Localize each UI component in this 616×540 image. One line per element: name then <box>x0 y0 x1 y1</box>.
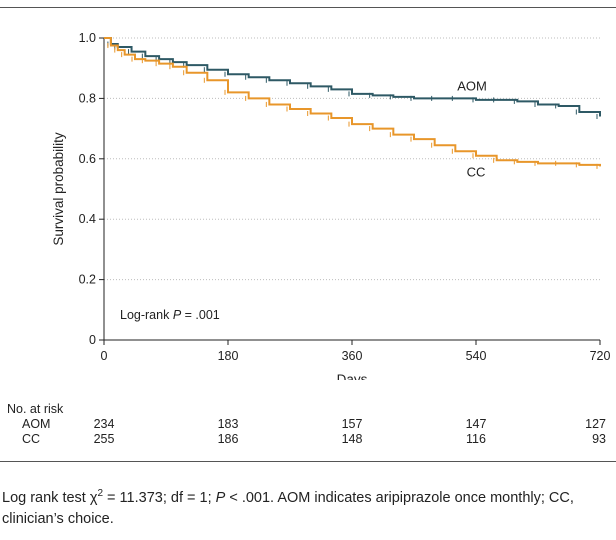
y-tick-label-0: 0 <box>89 333 96 347</box>
annotation-stat: P <box>173 308 182 322</box>
risk-value-aom-4: 127 <box>585 417 606 431</box>
caption-p: P <box>215 489 226 506</box>
y-axis-label: Survival probability <box>51 132 66 246</box>
risk-value-aom-2: 157 <box>341 417 363 431</box>
caption-part2: = 11.373; df = 1; <box>103 489 216 506</box>
caption-superscript: 2 <box>97 488 104 499</box>
x-tick-label-1: 180 <box>218 349 239 363</box>
caption-part1: Log rank test χ <box>2 489 98 506</box>
logrank-annotation: Log-rank P = .001 <box>120 308 220 322</box>
y-tick-label-2: 0.4 <box>79 212 96 226</box>
x-tick-label-4: 720 <box>590 349 611 363</box>
risk-value-cc-0: 255 <box>93 432 115 446</box>
x-tick-label-2: 360 <box>342 349 363 363</box>
risk-row-label-aom: AOM <box>22 417 51 431</box>
risk-value-cc-3: 116 <box>466 432 486 446</box>
risk-value-cc-2: 148 <box>341 432 363 446</box>
x-tick-label-0: 0 <box>101 349 108 363</box>
caption-part3: < .001. AOM indicates aripiprazole once … <box>2 489 574 527</box>
risk-row-label-cc: CC <box>22 432 41 446</box>
risk-value-cc-1: 186 <box>217 432 239 446</box>
annotation-text: = .001 <box>181 308 220 322</box>
series-line-aom <box>104 37 601 117</box>
y-tick-label-1: 0.2 <box>79 273 96 287</box>
x-tick-label-3: 540 <box>466 349 487 363</box>
risk-header: No. at risk <box>7 402 64 416</box>
risk-value-cc-4: 93 <box>592 432 606 446</box>
top-rule <box>0 7 616 8</box>
figure-caption: Log rank test χ2 = 11.373; df = 1; P < .… <box>2 483 602 530</box>
chart-labels: Days Survival probability AOM CC Log-rank P … <box>51 78 487 380</box>
annotation-prefix: Log-rank <box>120 308 173 322</box>
risk-value-aom-0: 234 <box>93 417 115 431</box>
series-label-aom: AOM <box>457 78 487 93</box>
y-tick-label-5: 1.0 <box>79 31 96 45</box>
axes: 0 0.2 0.4 0.6 0.8 1.0 0 180 360 540 720 <box>79 31 611 363</box>
risk-value-aom-3: 147 <box>465 417 487 431</box>
survival-chart: 0 0.2 0.4 0.6 0.8 1.0 0 180 360 540 720 Days Surviv… <box>51 31 611 380</box>
grid-lines <box>104 37 600 281</box>
x-axis-label: Days <box>337 372 368 380</box>
y-tick-label-4: 0.8 <box>79 91 96 105</box>
series-label-cc: CC <box>467 164 486 179</box>
risk-value-aom-1: 183 <box>217 417 239 431</box>
bottom-rule <box>0 461 616 462</box>
series-group <box>104 37 601 169</box>
series-line-cc <box>104 37 601 167</box>
y-tick-label-3: 0.6 <box>79 152 96 166</box>
